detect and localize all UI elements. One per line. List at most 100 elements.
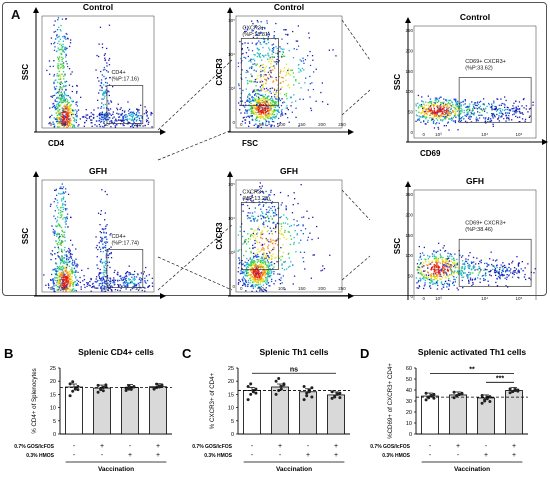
event-dot xyxy=(52,105,55,108)
event-dot xyxy=(497,276,500,278)
event-dot xyxy=(255,120,257,122)
event-dot xyxy=(74,265,77,267)
event-dot xyxy=(442,111,444,113)
event-dot xyxy=(57,244,59,246)
event-dot xyxy=(144,290,146,292)
event-dot xyxy=(254,103,256,106)
event-dot xyxy=(429,274,431,276)
event-dot xyxy=(245,269,248,271)
event-dot xyxy=(436,111,438,113)
event-dot xyxy=(123,276,126,279)
event-dot xyxy=(56,114,59,116)
event-dot xyxy=(75,121,77,124)
event-dot xyxy=(502,268,504,271)
event-dot xyxy=(259,94,261,96)
event-dot xyxy=(102,272,104,274)
event-dot xyxy=(258,277,260,280)
event-dot xyxy=(491,107,493,109)
event-dot xyxy=(280,104,283,107)
event-dot xyxy=(459,107,461,109)
event-dot xyxy=(463,268,466,271)
event-dot xyxy=(83,125,85,127)
event-dot xyxy=(138,119,141,121)
event-dot xyxy=(447,252,449,254)
event-dot xyxy=(62,270,64,273)
event-dot xyxy=(438,116,440,118)
event-dot xyxy=(69,283,71,286)
event-dot xyxy=(419,267,421,269)
event-dot xyxy=(449,114,452,116)
event-dot xyxy=(255,256,258,258)
event-dot xyxy=(293,236,295,239)
event-dot xyxy=(436,271,438,273)
event-dot xyxy=(141,278,143,281)
event-dot xyxy=(263,257,265,259)
event-dot xyxy=(76,114,78,117)
event-dot xyxy=(101,280,103,282)
event-dot xyxy=(263,249,265,251)
event-dot xyxy=(119,275,121,277)
event-dot xyxy=(464,264,466,266)
event-dot xyxy=(479,281,481,283)
event-dot xyxy=(112,86,114,88)
event-dot xyxy=(101,111,103,113)
event-dot xyxy=(244,26,247,29)
event-dot xyxy=(266,265,268,267)
event-dot xyxy=(276,47,278,50)
event-dot xyxy=(102,287,104,289)
event-dot xyxy=(61,82,63,85)
event-dot xyxy=(432,275,434,277)
event-dot xyxy=(251,75,253,77)
event-dot xyxy=(123,111,126,113)
event-dot xyxy=(254,94,256,97)
event-dot xyxy=(99,89,101,91)
event-dot xyxy=(250,115,252,117)
event-dot xyxy=(287,69,289,72)
event-dot xyxy=(259,32,261,34)
event-dot xyxy=(271,278,273,280)
event-dot xyxy=(420,278,422,280)
event-dot xyxy=(54,268,56,270)
event-dot xyxy=(268,217,270,219)
event-dot xyxy=(518,262,520,264)
event-dot xyxy=(415,120,417,122)
event-dot xyxy=(255,266,258,268)
event-dot xyxy=(254,279,257,281)
event-dot xyxy=(440,106,442,108)
event-dot xyxy=(455,111,457,113)
event-dot xyxy=(123,282,125,284)
event-dot xyxy=(445,259,447,261)
event-dot xyxy=(64,115,66,117)
event-dot xyxy=(466,276,469,278)
gate-label: (%P:13.29) xyxy=(242,196,270,202)
event-dot xyxy=(424,108,426,110)
event-dot xyxy=(437,272,440,274)
event-dot xyxy=(464,120,467,122)
event-dot xyxy=(445,109,447,112)
event-dot xyxy=(126,116,128,118)
event-dot xyxy=(68,101,70,104)
event-dot xyxy=(473,114,475,116)
event-dot xyxy=(48,122,50,125)
event-dot xyxy=(442,261,444,263)
event-dot xyxy=(107,71,109,73)
event-dot xyxy=(85,114,87,116)
event-dot xyxy=(419,272,421,274)
event-dot xyxy=(423,276,425,279)
event-dot xyxy=(266,272,269,274)
event-dot xyxy=(265,65,267,68)
event-dot xyxy=(50,253,52,255)
event-dot xyxy=(302,257,304,259)
event-dot xyxy=(62,123,64,125)
event-dot xyxy=(253,89,255,91)
event-dot xyxy=(62,218,64,220)
event-dot xyxy=(250,273,252,276)
event-dot xyxy=(59,187,61,190)
event-dot xyxy=(456,102,458,104)
event-dot xyxy=(415,277,418,279)
event-dot xyxy=(437,284,439,287)
event-dot xyxy=(492,125,494,127)
event-dot xyxy=(64,85,66,88)
event-dot xyxy=(252,270,255,273)
